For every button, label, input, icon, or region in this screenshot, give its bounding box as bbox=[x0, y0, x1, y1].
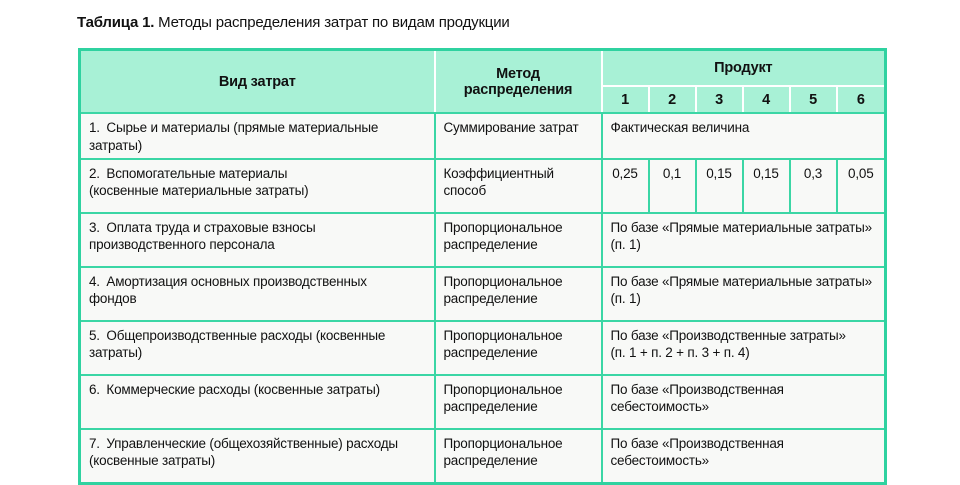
cost-allocation-table: Вид затрат Метод распределения Продукт 1… bbox=[78, 48, 888, 485]
table-row: 7. Управленческие (общехозяйственные) ра… bbox=[78, 427, 887, 485]
table-body: 1. Сырье и материалы (прямые материальны… bbox=[78, 112, 887, 485]
cost-allocation-table-wrapper: Вид затрат Метод распределения Продукт 1… bbox=[78, 48, 888, 485]
cell-product-basis: По базе «Прямые материальные затраты» (п… bbox=[600, 265, 887, 322]
header-product-5: 5 bbox=[789, 86, 838, 114]
cell-cost-type: 5. Общепроизводственные расходы (косвенн… bbox=[78, 319, 436, 376]
header-product-3: 3 bbox=[695, 86, 744, 114]
header-product-4: 4 bbox=[742, 86, 791, 114]
cell-method: Пропорциональное распределение bbox=[433, 319, 603, 376]
cell-product-basis: По базе «Производственные затраты» (п. 1… bbox=[600, 319, 887, 376]
header-product-6: 6 bbox=[836, 86, 886, 114]
cell-coefficient-4: 0,15 bbox=[741, 157, 791, 214]
cell-method: Пропорциональное распределение bbox=[433, 265, 603, 322]
header-product-group: Продукт bbox=[601, 49, 886, 87]
table-row: 5. Общепроизводственные расходы (косвенн… bbox=[78, 319, 887, 376]
cell-cost-type: 6. Коммерческие расходы (косвенные затра… bbox=[78, 373, 436, 430]
table-header: Вид затрат Метод распределения Продукт 1… bbox=[79, 49, 886, 114]
cell-product-basis: По базе «Прямые материальные затраты» (п… bbox=[600, 211, 887, 268]
table-row: 6. Коммерческие расходы (косвенные затра… bbox=[78, 373, 887, 430]
header-product-1: 1 bbox=[601, 86, 650, 114]
table-row: 1. Сырье и материалы (прямые материальны… bbox=[78, 112, 887, 160]
cell-coefficient-6: 0,05 bbox=[835, 157, 887, 214]
table-caption-text: Методы распределения затрат по видам про… bbox=[154, 14, 510, 31]
cell-cost-type: 4. Амортизация основных производственных… bbox=[78, 265, 436, 322]
cell-method: Пропорциональное распределение bbox=[433, 211, 603, 268]
cell-coefficient-5: 0,3 bbox=[788, 157, 838, 214]
cell-cost-type: 1. Сырье и материалы (прямые материальны… bbox=[78, 112, 436, 160]
cell-coefficient-2: 0,1 bbox=[647, 157, 697, 214]
cell-product-basis: По базе «Производственная себестоимость» bbox=[600, 373, 887, 430]
cell-method: Пропорциональное распределение bbox=[433, 373, 603, 430]
cell-cost-type: 2. Вспомогательные материалы (косвенные … bbox=[78, 157, 436, 214]
table-row: 2. Вспомогательные материалы (косвенные … bbox=[78, 157, 887, 214]
table-caption-label: Таблица 1. bbox=[77, 14, 155, 31]
cell-method: Коэффициентный способ bbox=[433, 157, 603, 214]
cell-cost-type: 3. Оплата труда и страховые взносы произ… bbox=[78, 211, 436, 268]
cell-coefficient-3: 0,15 bbox=[694, 157, 744, 214]
header-cost-type: Вид затрат bbox=[79, 49, 436, 114]
cell-method: Пропорциональное распределение bbox=[433, 427, 603, 485]
header-method: Метод распределения bbox=[434, 49, 603, 114]
header-product-numbers-row: 1 2 3 4 5 6 bbox=[80, 86, 886, 114]
table-row: 3. Оплата труда и страховые взносы произ… bbox=[78, 211, 887, 268]
cell-coefficient-1: 0,25 bbox=[600, 157, 650, 214]
cell-product-basis: Фактическая величина bbox=[600, 112, 887, 160]
cell-method: Суммирование затрат bbox=[433, 112, 603, 160]
table-row: 4. Амортизация основных производственных… bbox=[78, 265, 887, 322]
header-product-2: 2 bbox=[648, 86, 697, 114]
cell-cost-type: 7. Управленческие (общехозяйственные) ра… bbox=[78, 427, 436, 485]
cell-product-basis: По базе «Производственная себестоимость» bbox=[600, 427, 887, 485]
table-caption: Таблица 1. Методы распределения затрат п… bbox=[77, 14, 510, 31]
